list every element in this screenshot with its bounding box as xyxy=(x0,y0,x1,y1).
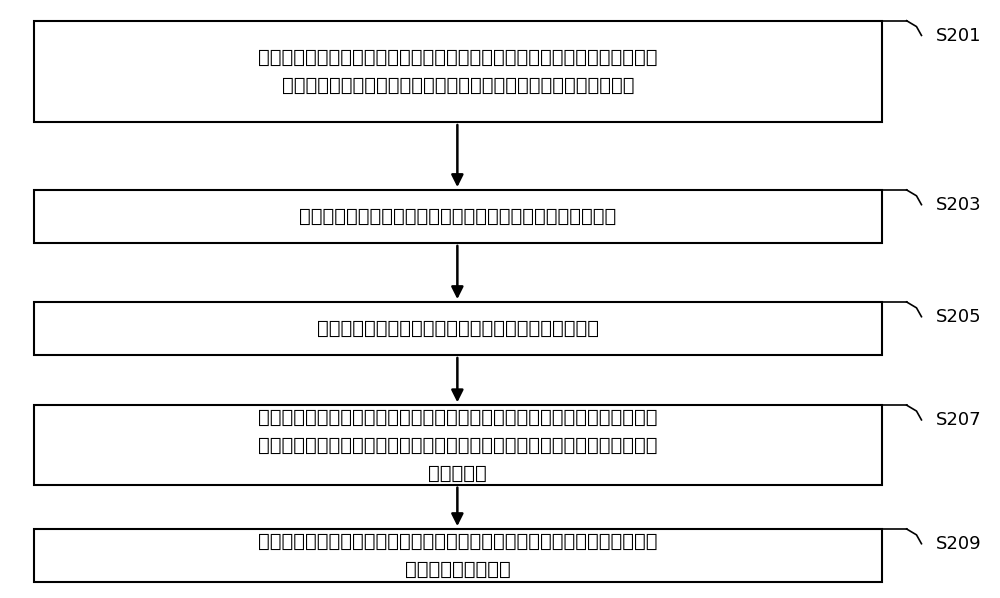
Bar xyxy=(34,190,882,243)
Bar xyxy=(34,21,882,122)
Text: 返回获取电池系统的当前工作电流和根据电池系统的电流输出特性确定的电池
特性限制电流的步骤: 返回获取电池系统的当前工作电流和根据电池系统的电流输出特性确定的电池 特性限制电… xyxy=(258,532,658,579)
Bar xyxy=(34,405,882,485)
Text: 根据电流限流系数和电池特性限制电流，确定限制电流: 根据电流限流系数和电池特性限制电流，确定限制电流 xyxy=(317,319,599,338)
Text: 当当前工作电流超过限制电流时，确定电机系统的当前请求转矩，并按照当前
请求转矩控制电机系统输出对应的限制转矩，限制转矩决定电池系统输出对应
的工作电流: 当当前工作电流超过限制电流时，确定电机系统的当前请求转矩，并按照当前 请求转矩控… xyxy=(258,407,658,483)
Text: S209: S209 xyxy=(936,535,982,553)
Bar xyxy=(34,529,882,582)
Text: S203: S203 xyxy=(936,196,982,214)
Text: S207: S207 xyxy=(936,411,982,429)
Text: 根据电流超限比和预设的限流系数确定条件确定电流限流系数: 根据电流超限比和预设的限流系数确定条件确定电流限流系数 xyxy=(299,207,616,226)
Text: 获取电池系统的当前工作电流和根据电池系统的电流输出特性确定的电池特性
限制电流，并根据电池特性限制电流和当前工作电流确定电流超限比: 获取电池系统的当前工作电流和根据电池系统的电流输出特性确定的电池特性 限制电流，… xyxy=(258,48,658,95)
Bar xyxy=(34,302,882,355)
Text: S201: S201 xyxy=(936,26,982,45)
Text: S205: S205 xyxy=(936,308,982,326)
